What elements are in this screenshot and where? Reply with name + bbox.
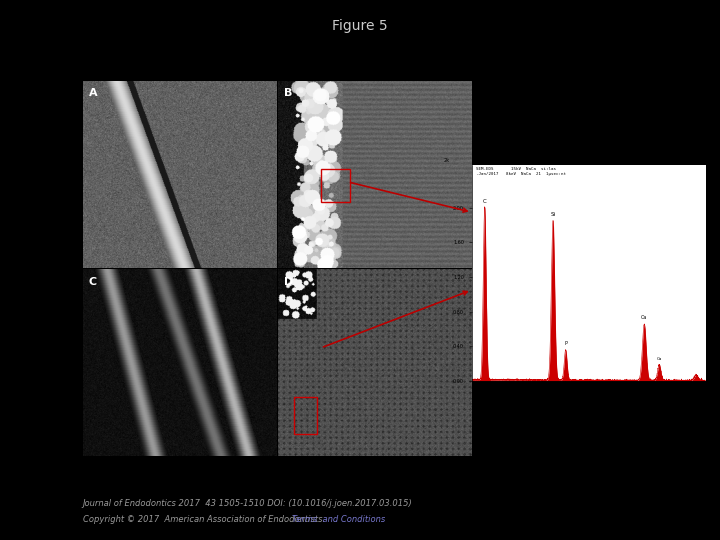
Text: Figure 5: Figure 5: [332, 19, 388, 33]
Text: Ca: Ca: [641, 315, 647, 320]
Text: A: A: [89, 89, 97, 98]
Text: Ca: Ca: [657, 357, 662, 361]
Text: C: C: [89, 277, 96, 287]
Text: SEM-EDS       15kV  NaCa  si:las
.Jan/2017   8keV  NaCa  21  1μsec:nt: SEM-EDS 15kV NaCa si:las .Jan/2017 8keV …: [477, 167, 566, 176]
Text: Copyright © 2017  American Association of Endodontists.: Copyright © 2017 American Association of…: [83, 515, 328, 524]
Text: Terms  and Conditions: Terms and Conditions: [292, 515, 386, 524]
Bar: [321, 169, 350, 202]
Text: 2k: 2k: [444, 158, 449, 163]
Text: C: C: [483, 199, 487, 204]
Text: Si: Si: [551, 212, 556, 217]
X-axis label: Energy /keV: Energy /keV: [572, 396, 605, 401]
Text: Journal of Endodontics 2017  43 1505-1510 DOI: (10.1016/j.joen.2017.03.015): Journal of Endodontics 2017 43 1505-1510…: [83, 498, 413, 508]
Text: P: P: [564, 341, 567, 346]
Text: B: B: [284, 89, 292, 98]
Text: D: D: [284, 277, 293, 287]
Bar: [294, 396, 317, 434]
